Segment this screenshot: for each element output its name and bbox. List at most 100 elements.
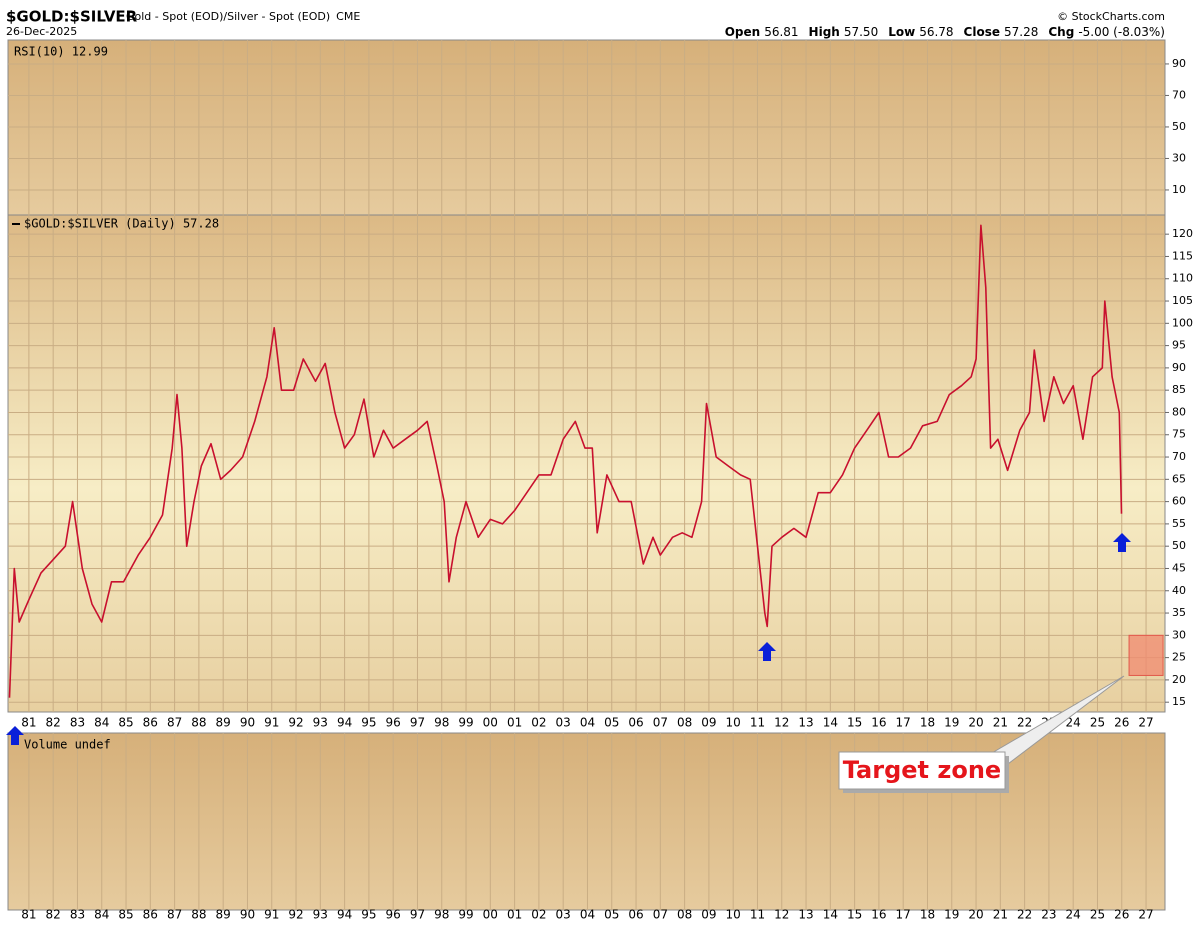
x-tick-label: 86 [143,716,158,730]
y-tick-label: 70 [1172,450,1186,463]
y-tick-label: 90 [1172,361,1186,374]
x-tick-label: 09 [701,716,716,730]
y-tick-label: 110 [1172,272,1193,285]
y-tick-label: 85 [1172,383,1186,396]
labels: $GOLD:$SILVER 26-Dec-2025 © StockCharts.… [6,8,1193,922]
y-tick-label: 50 [1172,539,1186,552]
x-tick-label: 06 [628,908,643,922]
symbol: $GOLD:$SILVER [6,8,138,26]
x-tick-label: 24 [1066,908,1081,922]
x-tick-label: 85 [118,908,133,922]
y-tick-label: 75 [1172,428,1186,441]
x-tick-label: 17 [896,716,911,730]
x-tick-label: 96 [386,716,401,730]
x-tick-label: 02 [531,716,546,730]
x-tick-label: 14 [823,716,838,730]
price-panel [7,214,1166,713]
x-tick-label: 27 [1138,716,1153,730]
x-tick-label: 81 [21,908,36,922]
x-tick-label: 15 [847,908,862,922]
x-tick-label: 17 [896,908,911,922]
x-tick-label: 24 [1066,716,1081,730]
quote-value: 57.28 [1004,25,1038,39]
callout-text: Target zone [843,756,1001,784]
quote-value: 56.81 [764,25,798,39]
y-tick-label: 35 [1172,606,1186,619]
quote-label: Open [725,25,760,39]
volume-label: Volume undef [24,738,111,752]
x-tick-label: 00 [483,908,498,922]
x-tick-label: 89 [216,716,231,730]
x-tick-label: 99 [458,716,473,730]
x-tick-label: 03 [556,908,571,922]
x-tick-label: 23 [1041,908,1056,922]
marks [8,223,1164,698]
x-tick-label: 82 [46,908,61,922]
legend-entry: $GOLD:$SILVER (Daily) 57.28 [24,217,219,231]
rsi-panel [7,39,1166,216]
x-tick-label: 89 [216,908,231,922]
x-tick-label: 02 [531,908,546,922]
quote-value: 57.50 [844,25,878,39]
y-tick-label: 15 [1172,695,1186,708]
x-tick-label: 94 [337,716,352,730]
x-tick-label: 83 [70,716,85,730]
x-tick-label: 88 [191,716,206,730]
exchange: CME [336,10,360,23]
y-tick-label: 70 [1172,88,1186,101]
y-tick-label: 95 [1172,339,1186,352]
x-tick-label: 16 [871,716,886,730]
y-tick-label: 60 [1172,495,1186,508]
x-tick-label: 86 [143,908,158,922]
arrow [6,726,24,745]
description-text: Gold - Spot (EOD)/Silver - Spot (EOD) [126,10,330,23]
y-tick-label: 25 [1172,651,1186,664]
y-tick-label: 100 [1172,316,1193,329]
y-tick-label: 120 [1172,227,1193,240]
x-tick-label: 95 [361,716,376,730]
y-tick-label: 105 [1172,294,1193,307]
x-tick-label: 11 [750,716,765,730]
callout-box [838,751,1006,790]
date: 26-Dec-2025 [6,25,77,38]
x-tick-label: 20 [968,908,983,922]
x-tick-label: 27 [1138,908,1153,922]
y-tick-label: 10 [1172,183,1186,196]
source: © StockCharts.com [1057,10,1165,23]
x-tick-label: 19 [944,716,959,730]
x-tick-label: 00 [483,716,498,730]
y-tick-label: 115 [1172,249,1193,262]
y-tick-label: 50 [1172,120,1186,133]
x-tick-label: 97 [410,716,425,730]
x-tick-label: 84 [94,716,109,730]
x-tick-label: 11 [750,908,765,922]
x-tick-label: 92 [288,716,303,730]
x-tick-label: 25 [1090,716,1105,730]
x-tick-label: 93 [313,716,328,730]
panels [7,39,1166,911]
quote-label: Close [964,25,1000,39]
arrow [1113,533,1131,552]
price-line [8,224,1123,698]
x-tick-label: 87 [167,716,182,730]
quote-label: High [809,25,840,39]
x-tick-label: 95 [361,908,376,922]
x-tick-label: 08 [677,908,692,922]
x-tick-label: 82 [46,716,61,730]
x-tick-label: 94 [337,908,352,922]
x-tick-label: 21 [993,716,1008,730]
x-tick-label: 98 [434,908,449,922]
x-tick-label: 96 [386,908,401,922]
x-tick-label: 09 [701,908,716,922]
x-tick-label: 13 [798,908,813,922]
x-tick-label: 08 [677,716,692,730]
x-tick-label: 97 [410,908,425,922]
x-tick-label: 05 [604,908,619,922]
x-tick-label: 01 [507,716,522,730]
x-tick-label: 12 [774,908,789,922]
x-tick-label: 19 [944,908,959,922]
y-tick-label: 20 [1172,673,1186,686]
y-tick-label: 30 [1172,151,1186,164]
y-tick-label: 30 [1172,628,1186,641]
